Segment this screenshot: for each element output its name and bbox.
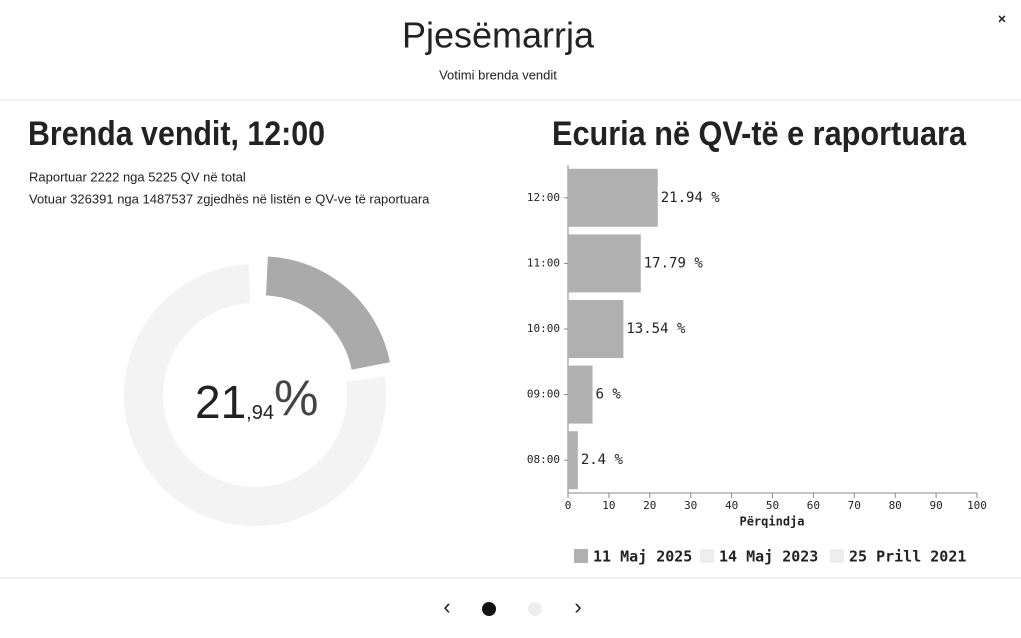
title: Pjesëmarrja xyxy=(402,15,595,56)
y-tick-label: 08:00 xyxy=(527,453,560,466)
y-tick-label: 10:00 xyxy=(527,322,560,335)
legend-label: 11 Maj 2025 xyxy=(593,548,692,566)
y-tick-label: 12:00 xyxy=(527,191,560,204)
page-dot-active[interactable] xyxy=(482,602,496,616)
left-heading: Brenda vendit, 12:00 xyxy=(28,115,325,153)
x-tick-label: 50 xyxy=(766,499,779,512)
donut-unit: % xyxy=(274,370,318,426)
bar xyxy=(568,168,658,227)
donut-dec: ,94 xyxy=(246,402,274,424)
chart-title: Ecuria në QV-të e raportuara xyxy=(552,115,967,153)
bar xyxy=(568,365,593,424)
x-axis-label: Përqindja xyxy=(739,515,804,529)
subtitle: Votimi brenda vendit xyxy=(439,67,557,82)
donut-int: 21 xyxy=(195,376,246,428)
y-tick-label: 09:00 xyxy=(527,388,560,401)
value-label: 6 % xyxy=(596,387,622,403)
value-label: 13.54 % xyxy=(626,321,686,337)
x-tick-label: 10 xyxy=(602,499,615,512)
x-tick-label: 40 xyxy=(725,499,738,512)
x-tick-label: 20 xyxy=(643,499,656,512)
bar xyxy=(568,300,624,358)
y-tick-label: 11:00 xyxy=(527,256,560,269)
x-tick-label: 80 xyxy=(889,499,902,512)
bar xyxy=(568,431,578,490)
donut-label: 21,94% xyxy=(195,370,318,428)
bar xyxy=(568,234,641,293)
legend-label: 25 Prill 2021 xyxy=(849,548,966,566)
x-tick-label: 60 xyxy=(807,499,820,512)
donut-track xyxy=(124,264,386,526)
legend-label: 14 Maj 2023 xyxy=(719,548,818,566)
prev-button[interactable]: ‹ xyxy=(443,594,450,619)
legend-swatch xyxy=(574,549,588,563)
donut-arc xyxy=(265,256,390,370)
close-button[interactable]: × xyxy=(998,11,1006,27)
legend-swatch xyxy=(700,549,714,563)
x-tick-label: 70 xyxy=(848,499,861,512)
x-tick-label: 30 xyxy=(684,499,697,512)
value-label: 17.79 % xyxy=(644,255,704,271)
x-tick-label: 0 xyxy=(565,499,572,512)
value-label: 2.4 % xyxy=(581,452,624,468)
value-label: 21.94 % xyxy=(661,190,721,206)
x-tick-label: 100 xyxy=(967,499,987,512)
next-button[interactable]: › xyxy=(574,594,581,619)
x-tick-label: 90 xyxy=(929,499,942,512)
info-line: Raportuar 2222 nga 5225 QV në total xyxy=(29,169,246,184)
legend-swatch xyxy=(830,549,844,563)
info-line: Votuar 326391 nga 1487537 zgjedhës në li… xyxy=(29,191,430,206)
page-dot[interactable] xyxy=(528,602,542,616)
